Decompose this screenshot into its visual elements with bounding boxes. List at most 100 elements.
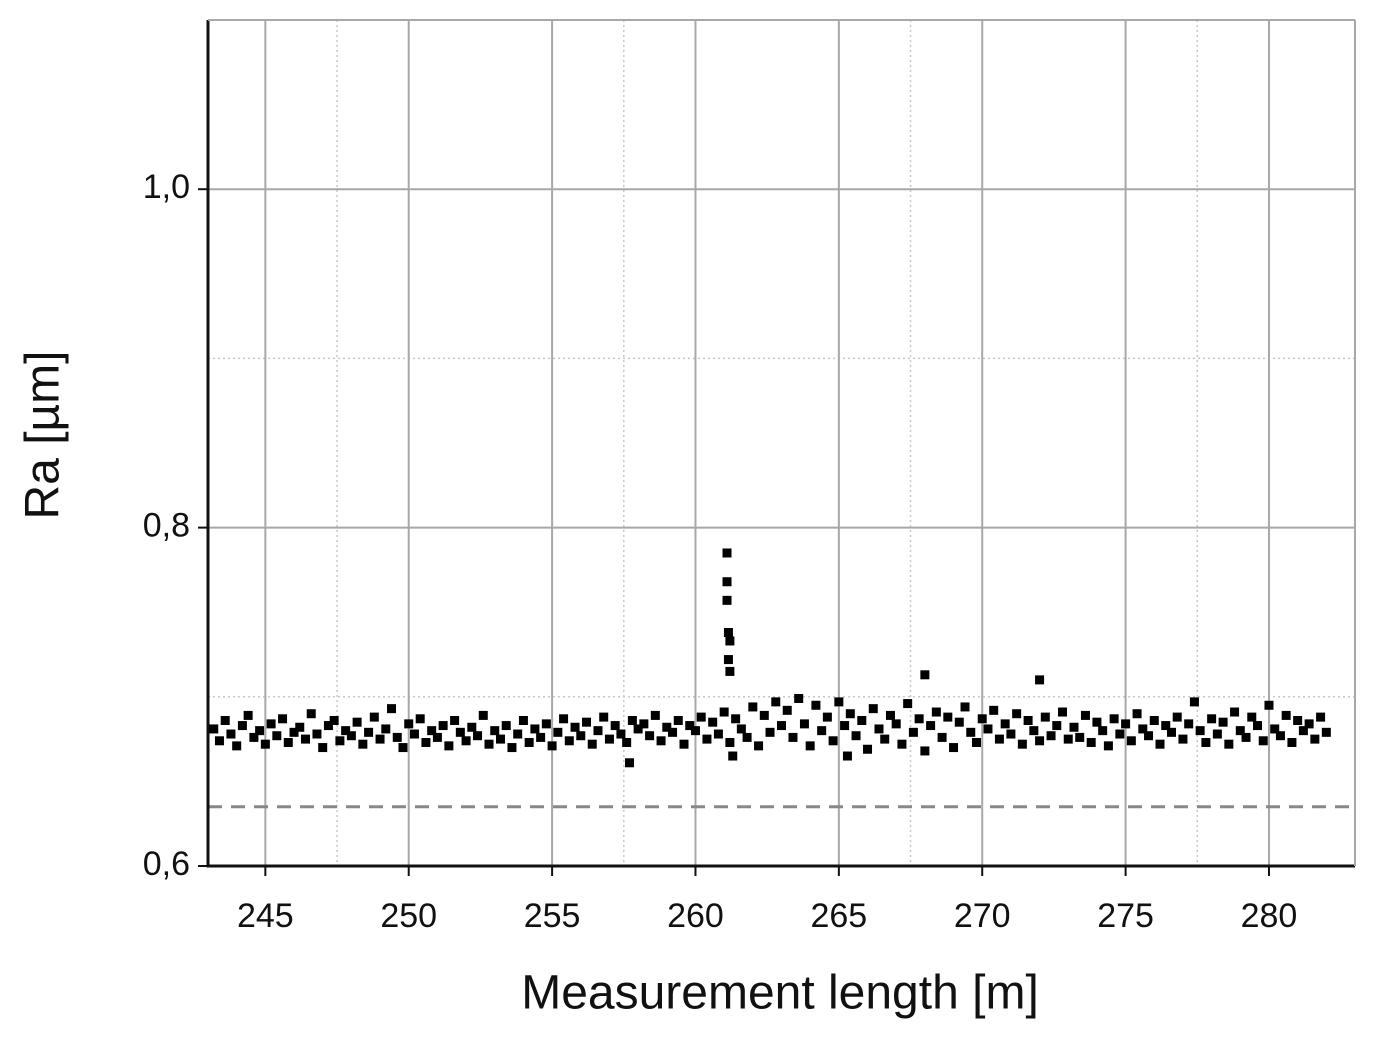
data-point bbox=[1115, 729, 1125, 739]
data-point bbox=[662, 722, 672, 732]
data-point bbox=[375, 734, 385, 744]
data-point bbox=[564, 736, 574, 746]
data-point bbox=[312, 729, 322, 739]
data-point bbox=[977, 714, 987, 724]
data-point bbox=[954, 717, 964, 727]
data-point bbox=[599, 712, 609, 722]
data-point bbox=[668, 727, 678, 737]
data-point bbox=[1178, 734, 1188, 744]
data-point bbox=[759, 710, 769, 720]
data-point bbox=[748, 702, 758, 712]
x-tick-label: 255 bbox=[524, 897, 581, 935]
data-point bbox=[249, 732, 259, 742]
data-point bbox=[845, 709, 855, 719]
data-point bbox=[260, 739, 270, 749]
data-point bbox=[722, 548, 732, 558]
y-tick-label: 0,6 bbox=[143, 845, 190, 883]
data-point bbox=[920, 746, 930, 756]
data-point bbox=[1184, 719, 1194, 729]
data-point bbox=[610, 721, 620, 731]
data-point bbox=[799, 719, 809, 729]
data-point bbox=[283, 737, 293, 747]
data-point bbox=[656, 736, 666, 746]
data-point bbox=[1046, 731, 1056, 741]
data-point bbox=[1086, 737, 1096, 747]
data-point bbox=[650, 710, 660, 720]
data-point bbox=[392, 732, 402, 742]
data-point bbox=[782, 705, 792, 715]
data-point bbox=[289, 727, 299, 737]
data-point bbox=[868, 704, 878, 714]
data-point bbox=[1212, 729, 1222, 739]
data-point bbox=[719, 707, 729, 717]
data-point bbox=[438, 721, 448, 731]
data-point bbox=[346, 731, 356, 741]
data-point bbox=[1166, 727, 1176, 737]
data-point bbox=[387, 704, 397, 714]
data-point bbox=[450, 715, 460, 725]
data-point bbox=[771, 697, 781, 707]
data-point bbox=[369, 712, 379, 722]
data-point bbox=[1235, 726, 1245, 736]
data-point bbox=[1006, 729, 1016, 739]
x-tick-label: 250 bbox=[380, 897, 437, 935]
data-point bbox=[725, 666, 735, 676]
data-point bbox=[266, 719, 276, 729]
data-point bbox=[765, 727, 775, 737]
data-point bbox=[817, 726, 827, 736]
data-point bbox=[1287, 737, 1297, 747]
data-point bbox=[822, 712, 832, 722]
data-point bbox=[1012, 709, 1022, 719]
data-point bbox=[295, 722, 305, 732]
data-point bbox=[530, 724, 540, 734]
data-point bbox=[1098, 726, 1108, 736]
data-point bbox=[1103, 741, 1113, 751]
data-point bbox=[1304, 719, 1314, 729]
data-point bbox=[1241, 732, 1251, 742]
data-point bbox=[553, 727, 563, 737]
data-point bbox=[587, 739, 597, 749]
data-point bbox=[840, 721, 850, 731]
x-tick-label: 260 bbox=[667, 897, 724, 935]
data-point bbox=[920, 670, 930, 680]
data-point bbox=[966, 727, 976, 737]
data-point bbox=[1132, 709, 1142, 719]
data-point bbox=[278, 714, 288, 724]
data-point bbox=[1270, 724, 1280, 734]
data-point bbox=[1189, 697, 1199, 707]
data-point bbox=[622, 737, 632, 747]
data-point bbox=[237, 721, 247, 731]
data-point bbox=[994, 734, 1004, 744]
data-point bbox=[722, 595, 732, 605]
data-point bbox=[232, 741, 242, 751]
data-point bbox=[788, 732, 798, 742]
data-point bbox=[627, 715, 637, 725]
data-point bbox=[983, 724, 993, 734]
data-point bbox=[576, 731, 586, 741]
data-point bbox=[1161, 721, 1171, 731]
data-point bbox=[722, 577, 732, 587]
data-point bbox=[1063, 734, 1073, 744]
data-point bbox=[352, 717, 362, 727]
data-point bbox=[708, 717, 718, 727]
data-point bbox=[828, 736, 838, 746]
data-point bbox=[1316, 712, 1326, 722]
data-point bbox=[1109, 714, 1119, 724]
data-point bbox=[461, 736, 471, 746]
data-point bbox=[524, 737, 534, 747]
data-point bbox=[306, 709, 316, 719]
data-point bbox=[645, 731, 655, 741]
x-axis-label: Measurement length [m] bbox=[521, 967, 1039, 1020]
data-point bbox=[931, 707, 941, 717]
data-point bbox=[742, 732, 752, 742]
data-point bbox=[1172, 712, 1182, 722]
data-point bbox=[685, 721, 695, 731]
data-point bbox=[971, 737, 981, 747]
data-point bbox=[1052, 721, 1062, 731]
data-point bbox=[723, 655, 733, 665]
data-point bbox=[696, 712, 706, 722]
data-point bbox=[1138, 724, 1148, 734]
data-point bbox=[255, 726, 265, 736]
data-point bbox=[1121, 719, 1131, 729]
